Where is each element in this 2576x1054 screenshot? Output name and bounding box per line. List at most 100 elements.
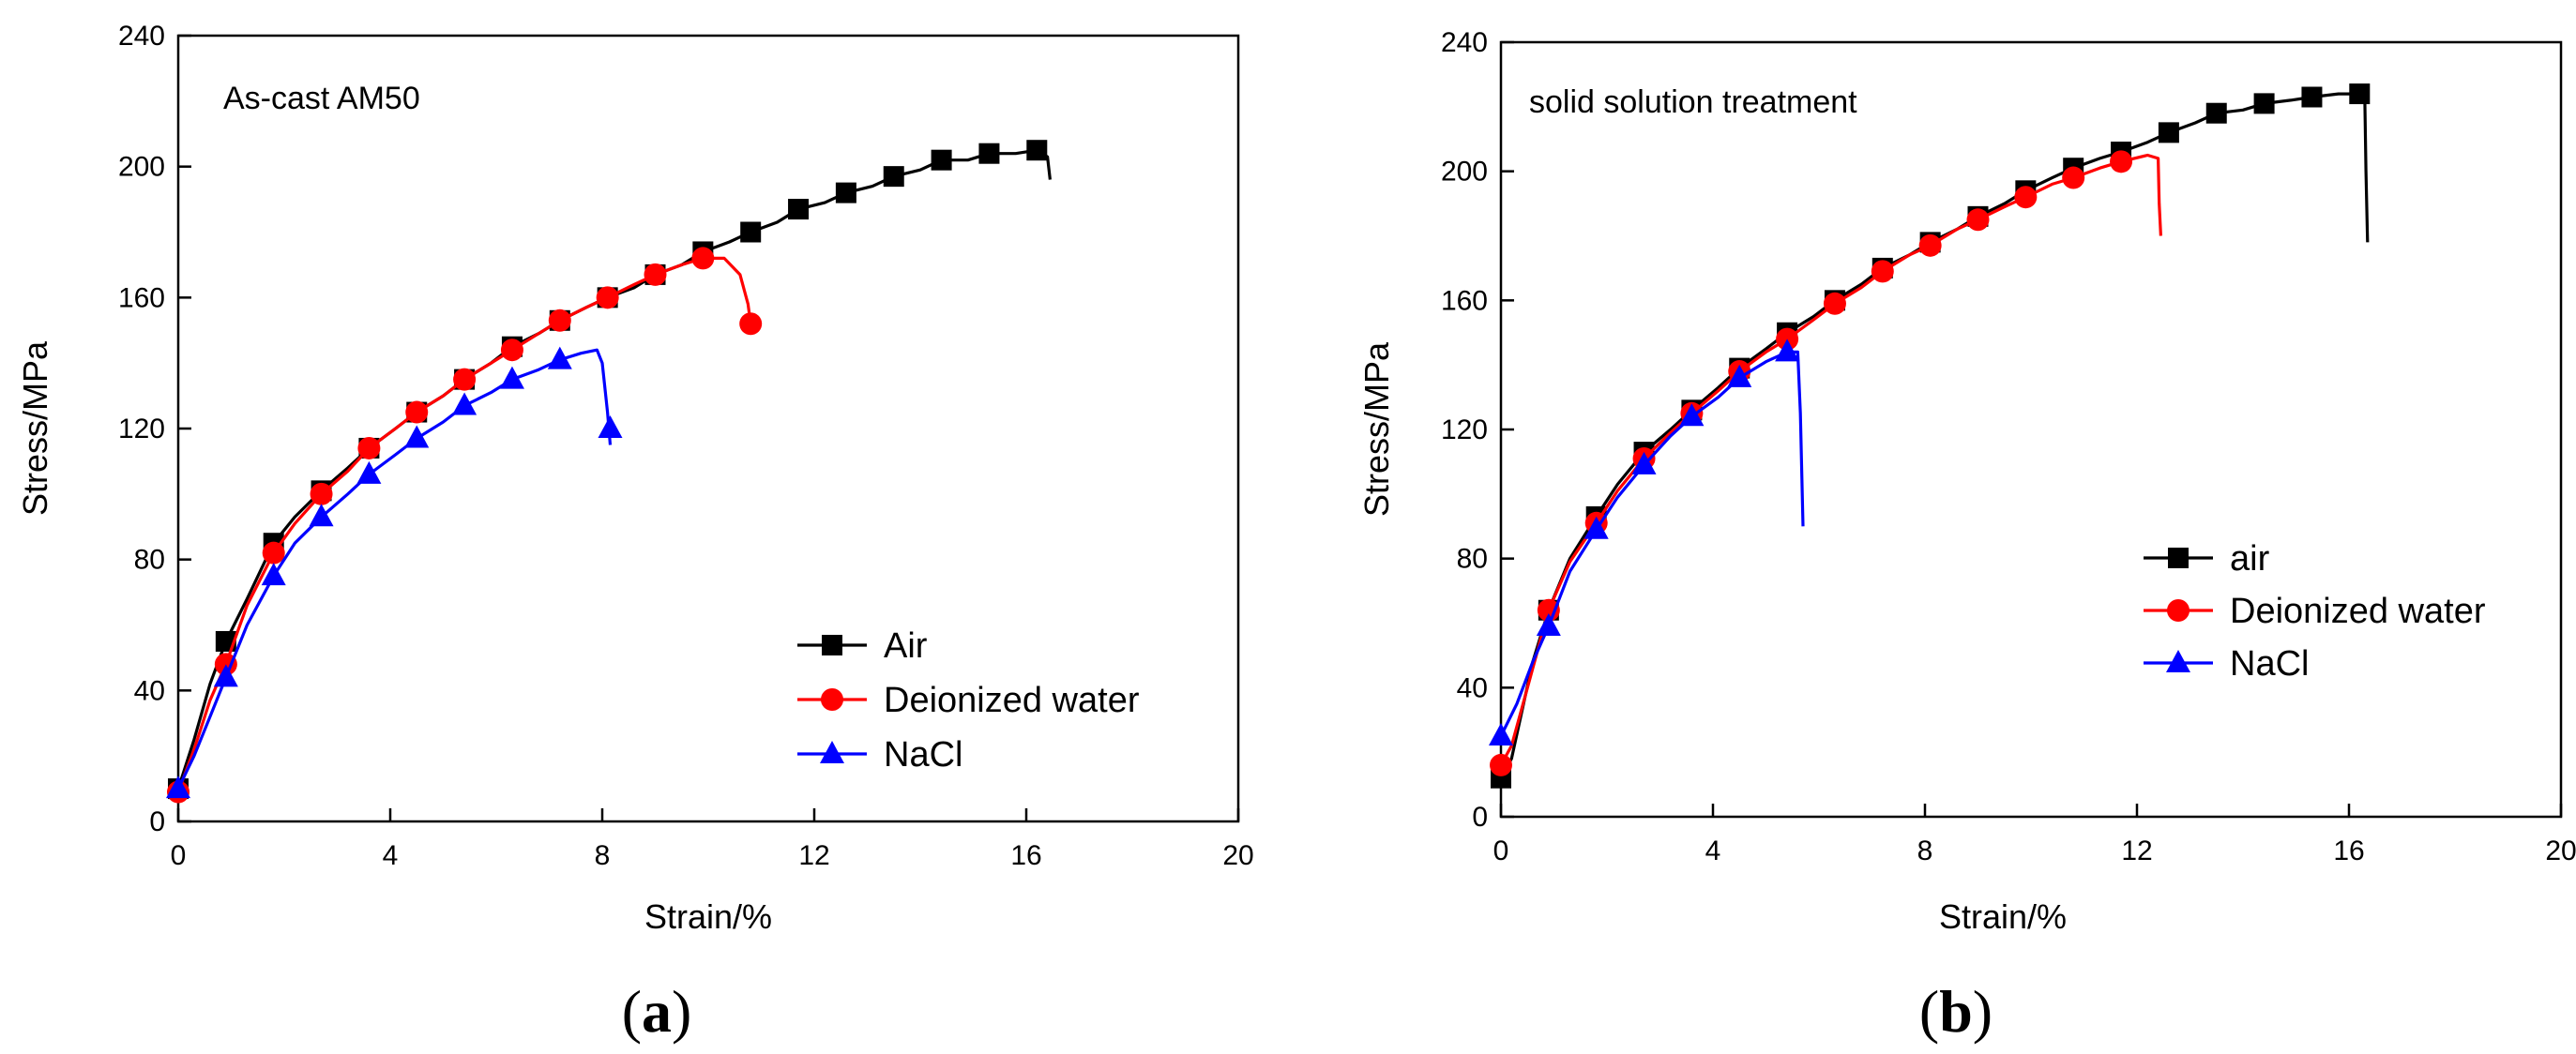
legend-label-b-deionized-water: Deionized water bbox=[2230, 592, 2486, 631]
x-tick-label-a-4: 16 bbox=[1010, 840, 1041, 871]
caption-b-letter: b bbox=[1939, 978, 1973, 1045]
data-point-b-air-18 bbox=[2349, 83, 2371, 105]
data-point-b-deionized-water-10 bbox=[1966, 208, 1990, 232]
data-point-b-deionized-water-9 bbox=[1918, 233, 1942, 257]
legend-marker-b-deionized-water bbox=[2167, 599, 2190, 622]
data-point-a-deionized-water-7 bbox=[500, 339, 523, 362]
data-point-a-air-12 bbox=[740, 221, 762, 243]
data-point-b-nacl-1 bbox=[1536, 612, 1561, 636]
data-point-b-deionized-water-8 bbox=[1871, 260, 1894, 283]
y-tick-label-a-5: 200 bbox=[118, 152, 165, 183]
y-tick-label-b-0: 0 bbox=[1472, 802, 1488, 833]
plot-frame-b bbox=[1499, 40, 2563, 819]
data-point-b-nacl-3 bbox=[1631, 451, 1657, 474]
xlabel-b: Strain/% bbox=[1939, 897, 2067, 936]
data-point-a-nacl-8 bbox=[547, 346, 572, 369]
xlabel-a: Strain/% bbox=[644, 897, 772, 936]
x-tick-label-b-1: 4 bbox=[1705, 836, 1721, 866]
data-point-b-deionized-water-0 bbox=[1490, 753, 1512, 776]
data-point-a-air-14 bbox=[835, 182, 856, 203]
data-point-a-deionized-water-2 bbox=[262, 541, 285, 565]
data-point-a-nacl-9 bbox=[598, 415, 623, 438]
y-tick-label-a-6: 240 bbox=[118, 21, 165, 52]
data-point-b-air-15 bbox=[2205, 102, 2227, 124]
data-point-b-nacl-2 bbox=[1583, 516, 1609, 539]
data-point-b-deionized-water-11 bbox=[2014, 186, 2038, 209]
x-tick-label-a-1: 4 bbox=[383, 840, 399, 871]
legend-label-b-air: air bbox=[2230, 539, 2270, 579]
x-tick-label-b-5: 20 bbox=[2545, 836, 2576, 866]
data-point-a-air-16 bbox=[931, 149, 952, 171]
data-point-b-deionized-water-1 bbox=[1537, 598, 1560, 622]
caption-a-letter: a bbox=[642, 978, 672, 1045]
data-point-a-nacl-1 bbox=[213, 664, 238, 687]
y-tick-label-a-0: 0 bbox=[149, 806, 165, 837]
data-point-b-nacl-6 bbox=[1775, 339, 1800, 362]
data-point-b-air-17 bbox=[2301, 86, 2323, 108]
data-point-a-air-13 bbox=[788, 199, 810, 220]
y-tick-label-a-4: 160 bbox=[118, 282, 165, 313]
caption-b: (b) bbox=[1919, 978, 1993, 1045]
x-tick-label-a-5: 20 bbox=[1222, 840, 1253, 871]
data-point-a-deionized-water-5 bbox=[405, 400, 429, 424]
data-point-a-deionized-water-6 bbox=[453, 368, 477, 391]
data-point-b-nacl-0 bbox=[1489, 722, 1513, 745]
series-line-a-nacl bbox=[176, 348, 613, 790]
x-tick-label-b-2: 8 bbox=[1917, 836, 1933, 866]
data-point-b-deionized-water-12 bbox=[2062, 166, 2085, 189]
series-line-b-deionized-water bbox=[1499, 153, 2162, 766]
legend-label-b-nacl: NaCl bbox=[2230, 644, 2309, 684]
y-tick-label-b-1: 40 bbox=[1457, 672, 1488, 703]
data-point-a-nacl-4 bbox=[356, 460, 382, 484]
data-point-a-deionized-water-8 bbox=[548, 309, 571, 332]
annotation-a: As-cast AM50 bbox=[223, 81, 420, 116]
legend-marker-a-nacl bbox=[820, 741, 844, 763]
ylabel-a: Stress/MPa bbox=[16, 340, 54, 516]
data-point-b-air-16 bbox=[2253, 93, 2275, 114]
x-tick-label-a-2: 8 bbox=[595, 840, 611, 871]
y-tick-label-b-6: 240 bbox=[1441, 27, 1488, 58]
y-tick-label-b-4: 160 bbox=[1441, 285, 1488, 316]
y-tick-label-b-5: 200 bbox=[1441, 157, 1488, 188]
data-point-b-air-14 bbox=[2158, 122, 2179, 143]
data-point-a-nacl-2 bbox=[261, 563, 286, 586]
data-point-a-nacl-0 bbox=[166, 775, 190, 799]
legend-label-a-nacl: NaCl bbox=[884, 735, 962, 775]
x-tick-label-a-3: 12 bbox=[798, 840, 829, 871]
data-point-a-deionized-water-12 bbox=[739, 312, 763, 336]
y-tick-label-a-3: 120 bbox=[118, 414, 165, 444]
y-tick-label-a-1: 40 bbox=[134, 675, 165, 706]
data-point-a-nacl-3 bbox=[309, 504, 334, 527]
x-tick-label-a-0: 0 bbox=[171, 840, 187, 871]
data-point-a-deionized-water-4 bbox=[357, 436, 381, 459]
legend-marker-b-nacl bbox=[2166, 650, 2190, 672]
legend-a: Air Deionized water NaCl bbox=[797, 626, 1140, 775]
legend-label-a-air: Air bbox=[884, 626, 928, 666]
x-tick-label-b-3: 12 bbox=[2121, 836, 2152, 866]
data-point-a-nacl-7 bbox=[499, 366, 524, 389]
legend-marker-a-deionized-water bbox=[821, 688, 843, 711]
data-point-a-nacl-6 bbox=[452, 392, 477, 415]
data-point-b-nacl-5 bbox=[1727, 364, 1752, 387]
annotation-b: solid solution treatment bbox=[1529, 84, 1857, 120]
legend-label-a-deionized-water: Deionized water bbox=[884, 681, 1140, 720]
ylabel-b: Stress/MPa bbox=[1357, 341, 1396, 517]
legend-marker-a-air bbox=[822, 635, 842, 655]
data-point-b-deionized-water-7 bbox=[1823, 292, 1846, 315]
y-tick-label-a-2: 80 bbox=[134, 545, 165, 576]
data-point-a-deionized-water-11 bbox=[691, 247, 715, 270]
data-point-a-deionized-water-9 bbox=[596, 286, 619, 309]
data-point-a-air-18 bbox=[1026, 140, 1048, 161]
data-point-a-air-17 bbox=[978, 143, 1000, 164]
caption-a: (a) bbox=[622, 978, 692, 1045]
legend-marker-b-air bbox=[2168, 548, 2189, 568]
data-point-b-deionized-water-13 bbox=[2110, 150, 2133, 173]
x-tick-label-b-4: 16 bbox=[2333, 836, 2364, 866]
data-point-a-nacl-5 bbox=[404, 425, 430, 448]
data-point-a-air-15 bbox=[883, 166, 904, 188]
series-line-a-deionized-water bbox=[176, 256, 752, 793]
series-line-b-nacl bbox=[1499, 350, 1805, 737]
y-tick-label-b-3: 120 bbox=[1441, 414, 1488, 445]
